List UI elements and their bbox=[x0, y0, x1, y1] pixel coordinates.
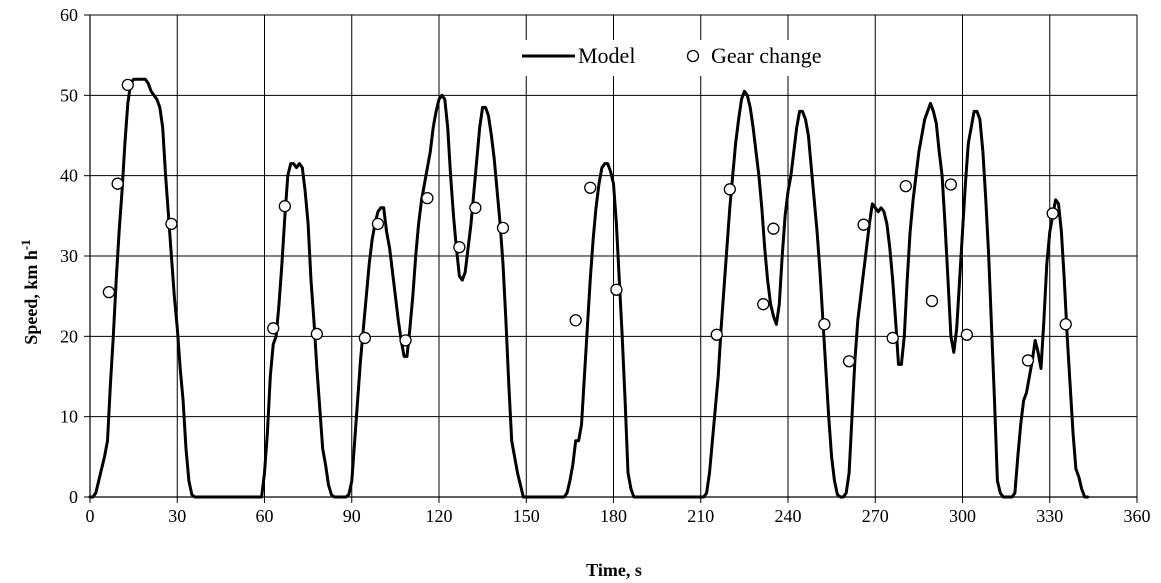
gear-change-marker bbox=[1046, 207, 1059, 220]
legend-model-label: Model bbox=[578, 43, 635, 68]
legend-gear-change-marker bbox=[686, 49, 700, 63]
x-tick-label: 330 bbox=[1036, 506, 1063, 526]
model-series-line bbox=[88, 77, 1090, 499]
gear-change-marker bbox=[358, 331, 371, 345]
x-tick-label: 60 bbox=[256, 506, 274, 526]
y-tick-label: 40 bbox=[60, 166, 78, 186]
y-tick-labels: 0 10 20 30 40 50 60 bbox=[60, 5, 78, 507]
gear-change-marker bbox=[278, 200, 292, 213]
x-tick-label: 270 bbox=[862, 506, 889, 526]
gear-change-marker bbox=[960, 328, 974, 341]
gear-change-marker bbox=[899, 179, 912, 193]
x-axis-title: Time, s bbox=[586, 560, 642, 580]
x-tick-label: 30 bbox=[168, 506, 186, 526]
legend-background bbox=[512, 40, 842, 76]
gear-change-marker bbox=[723, 183, 736, 196]
y-axis-title: Speed, km h-1 bbox=[18, 239, 41, 344]
x-tick-label: 300 bbox=[949, 506, 976, 526]
plot-area bbox=[88, 77, 1090, 499]
gear-change-marker bbox=[310, 327, 324, 341]
x-tick-label: 210 bbox=[687, 506, 714, 526]
gear-change-marker bbox=[371, 217, 385, 231]
gear-change-marker bbox=[267, 322, 280, 335]
gear-change-marker bbox=[165, 217, 178, 231]
legend-gear-change-label: Gear change bbox=[711, 43, 822, 68]
y-axis-title-main: Speed, km h bbox=[21, 250, 41, 345]
gear-change-marker bbox=[925, 294, 939, 308]
gear-change-marker bbox=[584, 181, 597, 194]
gear-change-marker bbox=[399, 334, 412, 347]
x-tick-label: 150 bbox=[513, 506, 540, 526]
gear-change-marker bbox=[857, 218, 870, 231]
x-tick-label: 360 bbox=[1124, 506, 1151, 526]
gear-change-marker bbox=[757, 298, 770, 311]
grid-lines bbox=[90, 14, 1138, 497]
gear-change-marker bbox=[842, 355, 856, 368]
gear-change-marker bbox=[102, 285, 116, 299]
gear-change-marker bbox=[886, 331, 899, 345]
x-tick-label: 180 bbox=[600, 506, 627, 526]
gear-change-marker bbox=[610, 283, 623, 296]
gear-change-marker bbox=[496, 221, 510, 235]
gear-change-marker bbox=[944, 178, 958, 191]
gear-change-marker bbox=[453, 241, 466, 254]
gear-change-marker bbox=[1059, 318, 1072, 331]
gear-change-marker bbox=[710, 328, 723, 341]
x-tick-label: 240 bbox=[775, 506, 802, 526]
x-tick-label: 120 bbox=[426, 506, 453, 526]
gear-change-marker bbox=[569, 314, 582, 327]
gear-change-marker bbox=[818, 318, 831, 331]
y-tick-label: 20 bbox=[60, 326, 78, 346]
gear-change-marker bbox=[767, 222, 780, 235]
y-axis-title-superscript: -1 bbox=[18, 239, 33, 250]
gear-change-marker bbox=[111, 177, 124, 190]
gear-change-marker bbox=[1021, 354, 1035, 367]
x-tick-labels: 0 30 60 90 120 150 180 210 240 270 300 330 360 bbox=[86, 506, 1151, 526]
y-tick-label: 60 bbox=[60, 5, 78, 25]
y-tick-label: 30 bbox=[60, 246, 78, 266]
y-tick-label: 10 bbox=[60, 407, 78, 427]
y-tick-label: 50 bbox=[60, 85, 78, 105]
gear-change-marker bbox=[421, 192, 434, 205]
y-tick-label: 0 bbox=[69, 487, 78, 507]
gear-change-marker bbox=[121, 78, 134, 92]
gear-change-marker bbox=[469, 201, 482, 214]
legend: Model Gear change bbox=[512, 40, 842, 76]
axes bbox=[84, 14, 1138, 503]
x-tick-label: 90 bbox=[343, 506, 361, 526]
x-tick-label: 0 bbox=[86, 506, 95, 526]
